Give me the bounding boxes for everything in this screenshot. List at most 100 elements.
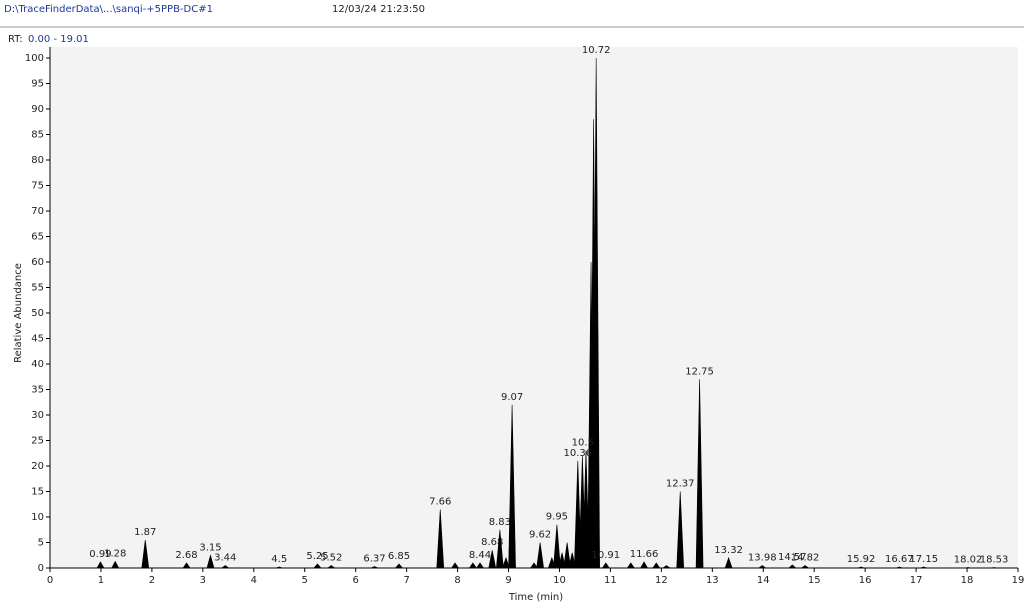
y-tick-label: 40 — [31, 359, 44, 370]
peak — [496, 529, 504, 569]
peak-label: 3.15 — [199, 542, 221, 553]
y-tick-label: 60 — [31, 257, 44, 268]
peak-label: 10.72 — [582, 45, 611, 56]
peak-label: 10.52 — [572, 438, 601, 449]
peak-label: 12.75 — [685, 366, 714, 377]
x-tick-label: 15 — [808, 575, 821, 586]
peak — [574, 460, 582, 569]
peak — [553, 524, 561, 569]
peak — [206, 554, 215, 569]
minor-peak — [563, 542, 571, 569]
rt-range: 0.00 - 19.01 — [28, 34, 89, 45]
peak-label: 10.91 — [592, 550, 621, 561]
x-tick-label: 8 — [454, 575, 460, 586]
peak-label: 11.66 — [630, 549, 659, 560]
peak-label: 16.67 — [885, 554, 914, 565]
peak — [920, 566, 928, 569]
peak — [313, 563, 322, 569]
minor-peak — [662, 565, 671, 569]
minor-peak — [468, 562, 477, 569]
x-axis-title: Time (min) — [508, 592, 563, 603]
y-tick-label: 50 — [31, 308, 44, 319]
y-tick-label: 10 — [31, 512, 44, 523]
x-tick-label: 11 — [604, 575, 617, 586]
peak — [676, 491, 685, 569]
peak — [895, 566, 903, 569]
y-tick-label: 30 — [31, 410, 44, 421]
peak — [275, 566, 283, 569]
peak — [964, 567, 972, 569]
peak-label: 7.66 — [429, 496, 451, 507]
peak — [800, 565, 810, 569]
rt-label: RT: — [8, 34, 23, 45]
peak-label: 1.28 — [104, 548, 126, 559]
peak — [436, 509, 445, 569]
y-tick-label: 95 — [31, 79, 44, 90]
x-tick-label: 5 — [302, 575, 308, 586]
peak — [111, 560, 120, 569]
acquisition-time: 12/03/24 21:23:50 — [332, 4, 425, 15]
peak — [370, 566, 379, 569]
x-tick-label: 18 — [961, 575, 974, 586]
peak — [857, 566, 865, 569]
peak — [220, 565, 230, 569]
peak-label: 8.83 — [489, 517, 511, 528]
x-tick-label: 12 — [655, 575, 668, 586]
peak — [96, 561, 105, 569]
y-tick-label: 65 — [31, 232, 44, 243]
peak — [695, 379, 704, 569]
minor-peak — [652, 562, 661, 569]
peak — [788, 564, 797, 569]
x-tick-label: 17 — [910, 575, 923, 586]
x-tick-label: 7 — [403, 575, 409, 586]
peak-label: 4.5 — [271, 554, 287, 565]
minor-peak — [568, 552, 577, 569]
x-tick-label: 10 — [553, 575, 566, 586]
peak — [601, 562, 610, 569]
y-tick-label: 20 — [31, 461, 44, 472]
x-tick-label: 1 — [98, 575, 104, 586]
peak-label: 10.36 — [563, 448, 592, 459]
peak-label: 5.25 — [306, 551, 328, 562]
y-tick-label: 90 — [31, 104, 44, 115]
peak-label: 9.95 — [546, 512, 568, 523]
y-tick-label: 55 — [31, 283, 44, 294]
peak-label: 18.53 — [980, 554, 1009, 565]
peak-label: 9.62 — [529, 530, 551, 541]
peak — [141, 539, 150, 569]
peak — [536, 542, 544, 569]
y-tick-label: 70 — [31, 206, 44, 217]
y-tick-label: 0 — [38, 563, 44, 574]
y-tick-label: 15 — [31, 487, 44, 498]
x-tick-label: 2 — [149, 575, 155, 586]
peak-label: 8.44 — [469, 550, 491, 561]
y-axis-title: Relative Abundance — [13, 263, 24, 363]
y-tick-label: 75 — [31, 181, 44, 192]
y-tick-label: 80 — [31, 155, 44, 166]
peak — [508, 404, 516, 569]
x-tick-label: 3 — [200, 575, 206, 586]
peak — [326, 565, 336, 569]
y-tick-label: 85 — [31, 130, 44, 141]
x-tick-label: 16 — [859, 575, 872, 586]
minor-peak — [450, 562, 460, 569]
peak-label: 12.37 — [666, 479, 695, 490]
peak-label: 14.82 — [791, 552, 820, 563]
peak-label: 0.99 — [89, 549, 111, 560]
x-tick-label: 9 — [505, 575, 511, 586]
peak — [488, 550, 497, 569]
minor-peak — [529, 562, 539, 569]
peak-label: 5.52 — [320, 552, 342, 563]
peak — [990, 567, 998, 569]
peak — [757, 565, 767, 569]
peak — [640, 561, 649, 569]
peak-label: 15.92 — [847, 554, 876, 565]
peak-label: 3.44 — [214, 552, 236, 563]
x-tick-label: 4 — [251, 575, 257, 586]
y-tick-label: 45 — [31, 334, 44, 345]
peak-label: 13.32 — [714, 545, 743, 556]
peak-label: 14.57 — [778, 552, 807, 563]
peak — [394, 563, 404, 569]
